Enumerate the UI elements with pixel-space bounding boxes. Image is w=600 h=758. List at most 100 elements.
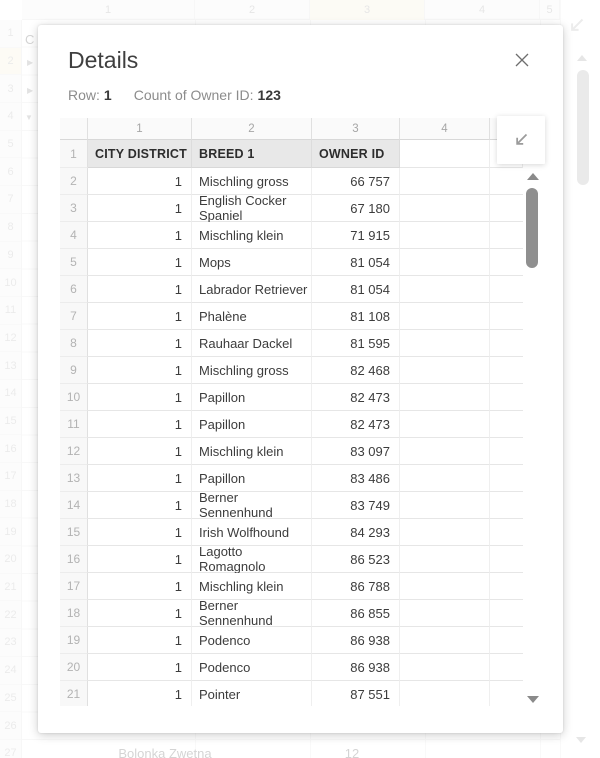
cell-breed: Papillon — [192, 411, 312, 438]
table-row-number: 21 — [60, 681, 88, 706]
table-row-number: 12 — [60, 438, 88, 465]
table-row: 21 1 Pointer 87 551 — [60, 681, 523, 706]
cell-empty — [490, 573, 523, 600]
cell-empty — [490, 357, 523, 384]
cell-empty — [490, 492, 523, 519]
table-row: 18 1 Berner Sennenhund 86 855 — [60, 598, 523, 628]
cell-empty — [400, 465, 490, 492]
table-column-number[interactable]: 4 — [400, 118, 490, 140]
cell-breed: Mischling klein — [192, 438, 312, 465]
table-column-number[interactable]: 2 — [192, 118, 312, 140]
table-row-number: 20 — [60, 654, 88, 681]
header-owner-id: OWNER ID — [312, 140, 400, 168]
cell-city-district: 1 — [88, 438, 192, 465]
table-row: 13 1 Papillon 83 486 — [60, 465, 523, 492]
cell-owner-id: 82 473 — [312, 411, 400, 438]
table-column-number[interactable]: 1 — [88, 118, 192, 140]
cell-empty — [400, 654, 490, 681]
expand-corner-button[interactable] — [497, 116, 545, 164]
cell-empty — [490, 195, 523, 222]
table-row-number: 11 — [60, 411, 88, 438]
cell-breed: Mischling klein — [192, 222, 312, 249]
cell-empty — [400, 411, 490, 438]
cell-empty — [400, 168, 490, 195]
cell-breed: Pointer — [192, 681, 312, 706]
cell-owner-id: 86 938 — [312, 654, 400, 681]
cell-empty — [490, 249, 523, 276]
cell-city-district: 1 — [88, 384, 192, 411]
table-corner-cell — [60, 118, 88, 140]
cell-empty — [400, 195, 490, 222]
cell-empty — [490, 654, 523, 681]
cell-owner-id: 82 473 — [312, 384, 400, 411]
cell-empty — [400, 600, 490, 627]
table-row: 3 1 English Cocker Spaniel 67 180 — [60, 193, 523, 223]
cell-breed: Mischling gross — [192, 168, 312, 195]
cell-empty — [400, 681, 490, 706]
cell-empty — [490, 303, 523, 330]
cell-breed: Labrador Retriever — [192, 276, 312, 303]
table-row-number: 3 — [60, 195, 88, 222]
cell-empty — [490, 519, 523, 546]
cell-owner-id: 71 915 — [312, 222, 400, 249]
table-row-number: 14 — [60, 492, 88, 519]
cell-empty — [400, 222, 490, 249]
cell-empty — [490, 168, 523, 195]
cell-breed: Podenco — [192, 654, 312, 681]
table-row-number: 15 — [60, 519, 88, 546]
cell-empty — [400, 276, 490, 303]
cell-city-district: 1 — [88, 330, 192, 357]
table-row: 17 1 Mischling klein 86 788 — [60, 573, 523, 600]
table-row: 16 1 Lagotto Romagnolo 86 523 — [60, 544, 523, 574]
cell-owner-id: 81 054 — [312, 249, 400, 276]
cell-owner-id: 86 523 — [312, 546, 400, 573]
cell-breed: Phalène — [192, 303, 312, 330]
table-column-number-strip: 1 2 3 4 — [60, 118, 523, 140]
cell-city-district: 1 — [88, 357, 192, 384]
table-scrollbar-thumb[interactable] — [526, 188, 538, 268]
cell-empty — [400, 573, 490, 600]
cell-owner-id: 83 097 — [312, 438, 400, 465]
cell-owner-id: 83 749 — [312, 492, 400, 519]
table-row-number: 8 — [60, 330, 88, 357]
table-scroll-down-icon[interactable] — [527, 696, 539, 703]
table-scroll-up-icon[interactable] — [527, 173, 539, 180]
table-row-number: 18 — [60, 600, 88, 627]
table-row: 15 1 Irish Wolfhound 84 293 — [60, 519, 523, 546]
cell-city-district: 1 — [88, 303, 192, 330]
table-row-number: 10 — [60, 384, 88, 411]
cell-breed: Berner Sennenhund — [192, 490, 312, 520]
cell-owner-id: 86 788 — [312, 573, 400, 600]
table-row-number: 17 — [60, 573, 88, 600]
close-button[interactable] — [513, 51, 531, 69]
cell-city-district: 1 — [88, 654, 192, 681]
cell-owner-id: 86 938 — [312, 627, 400, 654]
cell-empty — [400, 330, 490, 357]
table-row: 8 1 Rauhaar Dackel 81 595 — [60, 330, 523, 357]
cell-empty — [490, 465, 523, 492]
cell-empty — [490, 330, 523, 357]
cell-empty — [400, 492, 490, 519]
cell-owner-id: 81 595 — [312, 330, 400, 357]
cell-city-district: 1 — [88, 546, 192, 573]
cell-breed: English Cocker Spaniel — [192, 193, 312, 223]
cell-empty — [400, 249, 490, 276]
table-row: 7 1 Phalène 81 108 — [60, 303, 523, 330]
cell-breed: Rauhaar Dackel — [192, 330, 312, 357]
count-label: Count of Owner ID: — [133, 87, 254, 103]
cell-city-district: 1 — [88, 600, 192, 627]
table-row: 10 1 Papillon 82 473 — [60, 384, 523, 411]
cell-empty — [490, 681, 523, 706]
cell-owner-id: 81 054 — [312, 276, 400, 303]
cell-breed: Berner Sennenhund — [192, 598, 312, 628]
table-row: 9 1 Mischling gross 82 468 — [60, 357, 523, 384]
cell-city-district: 1 — [88, 465, 192, 492]
cell-owner-id: 84 293 — [312, 519, 400, 546]
cell-owner-id: 66 757 — [312, 168, 400, 195]
table-row-number: 1 — [60, 140, 88, 168]
cell-empty — [400, 627, 490, 654]
table-column-number[interactable]: 3 — [312, 118, 400, 140]
table-row: 20 1 Podenco 86 938 — [60, 654, 523, 681]
cell-breed: Mischling gross — [192, 357, 312, 384]
